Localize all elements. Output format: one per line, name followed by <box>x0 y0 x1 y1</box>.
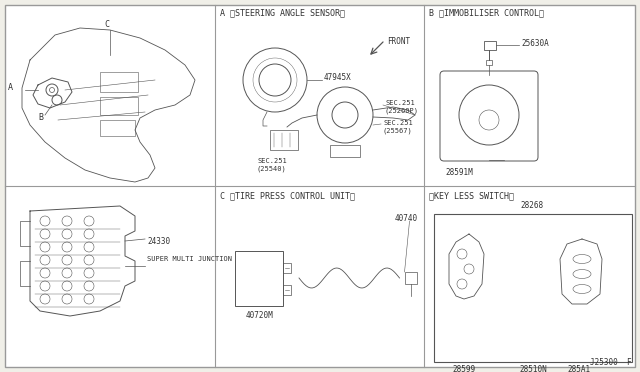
Bar <box>330 145 360 157</box>
Bar <box>100 120 135 136</box>
Text: SUPER MULTI JUNCTION: SUPER MULTI JUNCTION <box>147 256 232 262</box>
Text: 40740: 40740 <box>394 214 418 223</box>
Bar <box>484 41 496 50</box>
Text: FRONT: FRONT <box>387 37 410 46</box>
Text: C: C <box>104 20 109 29</box>
Text: (25260P): (25260P) <box>385 108 419 115</box>
Text: J25300  F: J25300 F <box>590 358 632 367</box>
Text: A: A <box>8 83 13 93</box>
Text: 28268: 28268 <box>520 201 543 210</box>
Text: A 〈STEERING ANGLE SENSOR〉: A 〈STEERING ANGLE SENSOR〉 <box>220 8 345 17</box>
Text: 25630A: 25630A <box>521 38 548 48</box>
Text: (25540): (25540) <box>257 165 287 171</box>
Bar <box>283 263 291 273</box>
Text: B: B <box>38 113 43 122</box>
Text: SEC.251: SEC.251 <box>257 158 287 164</box>
Text: 28599: 28599 <box>452 365 475 372</box>
Text: 285A1: 285A1 <box>567 365 590 372</box>
Text: SEC.251: SEC.251 <box>385 100 415 106</box>
Text: 〈KEY LESS SWITCH〉: 〈KEY LESS SWITCH〉 <box>429 191 514 200</box>
Bar <box>235 251 283 306</box>
Text: 40720M: 40720M <box>245 311 273 320</box>
Bar <box>486 60 492 65</box>
Text: 28510N: 28510N <box>519 365 547 372</box>
Bar <box>100 97 138 115</box>
Text: 28591M: 28591M <box>445 168 473 177</box>
Bar <box>434 214 632 362</box>
Text: SEC.251: SEC.251 <box>383 120 413 126</box>
Text: C 〈TIRE PRESS CONTROL UNIT〉: C 〈TIRE PRESS CONTROL UNIT〉 <box>220 191 355 200</box>
Bar <box>283 285 291 295</box>
Text: 24330: 24330 <box>147 237 170 246</box>
Text: 47945X: 47945X <box>324 74 352 83</box>
Bar <box>404 272 417 284</box>
Text: (25567): (25567) <box>383 128 413 135</box>
Bar <box>270 130 298 150</box>
Text: B 〈IMMOBILISER CONTROL〉: B 〈IMMOBILISER CONTROL〉 <box>429 8 544 17</box>
Bar <box>100 72 138 92</box>
